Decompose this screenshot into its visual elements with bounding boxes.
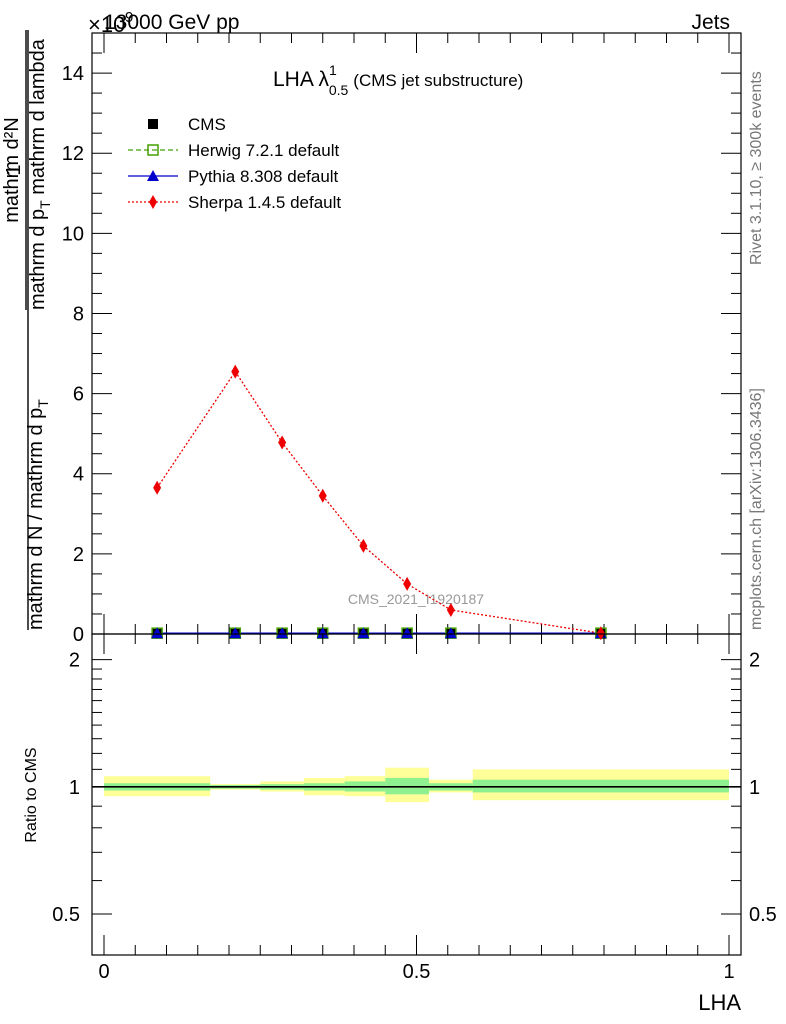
energy-label: 13000 GeV pp — [104, 11, 239, 34]
watermark: CMS_2021_I1920187 — [348, 591, 484, 607]
ratio-xticks: 0 0.5 1 — [98, 634, 735, 983]
ratio-ytick-label-right: 2 — [749, 650, 760, 672]
ratio-ytick-label: 1 — [69, 777, 80, 799]
ratio-ytick-label-right: 0.5 — [749, 904, 777, 926]
main-xticks — [103, 33, 730, 634]
point-pythia — [151, 627, 164, 639]
point-sherpa — [278, 435, 287, 450]
ratio-bands — [104, 767, 729, 803]
ratio-ylabel: Ratio to CMS — [23, 747, 40, 842]
legend-marker — [149, 195, 157, 209]
main-yticks: 0 2 4 6 8 10 12 14 — [62, 52, 741, 646]
ylabel-prefix-num: 1 — [3, 164, 25, 175]
exponent-power: -9 — [120, 9, 133, 26]
main-ytick-label: 14 — [62, 63, 84, 85]
ratio-xtick-label: 1 — [723, 961, 734, 983]
main-ytick-label: 12 — [62, 143, 84, 165]
mcplots-label: mcplots.cern.ch [arXiv:1306.3436] — [748, 388, 765, 630]
series-line-sherpa — [156, 370, 601, 634]
chart-title: LHA λ1 0.5 (CMS jet substructure) — [273, 62, 523, 98]
ratio-ytick-label: 0.5 — [52, 904, 80, 926]
ratio-xtick-label: 0.5 — [403, 961, 431, 983]
main-ytick-label: 2 — [73, 544, 84, 566]
point-sherpa — [596, 626, 605, 641]
legend: CMS Herwig 7.2.1 default Pythia 8.308 defa… — [128, 115, 341, 212]
main-ytick-label: 4 — [73, 464, 84, 486]
ratio-yticks: 0.5 0.5 1 1 2 2 — [52, 650, 777, 926]
rivet-label: Rivet 3.1.10, ≥ 300k events — [748, 71, 765, 265]
ratio-xtick-label: 0 — [98, 961, 109, 983]
point-sherpa — [446, 602, 455, 617]
point-sherpa — [231, 364, 240, 379]
point-sherpa — [403, 576, 412, 591]
point-pythia — [401, 627, 414, 639]
legend-marker — [147, 144, 159, 156]
main-ytick-label: 6 — [73, 384, 84, 406]
ratio-band-stat — [472, 779, 729, 793]
point-sherpa — [318, 488, 327, 503]
ylabel-den: mathrm d pT mathrm d lambda — [27, 38, 53, 310]
jets-label: Jets — [691, 11, 730, 34]
legend-label: Herwig 7.2.1 default — [188, 141, 339, 160]
point-sherpa — [359, 538, 368, 553]
main-ylabel: 1 mathrm d N / mathrm d pT — [3, 30, 51, 630]
point-sherpa — [153, 480, 162, 495]
point-pythia — [229, 627, 242, 639]
main-ytick-label: 10 — [62, 223, 84, 245]
point-pythia — [316, 627, 329, 639]
legend-label: Pythia 8.308 default — [188, 167, 339, 186]
legend-marker — [148, 119, 158, 129]
legend-label: CMS — [188, 115, 226, 134]
point-pythia — [276, 627, 289, 639]
main-ytick-label: 0 — [73, 624, 84, 646]
legend-label: Sherpa 1.4.5 default — [188, 193, 341, 212]
ylabel-prefix-den: mathrm d N / mathrm d pT — [25, 399, 51, 630]
point-pythia — [357, 627, 370, 639]
ratio-ytick-label-right: 1 — [749, 777, 760, 799]
main-ylabel-fraction: mathrm d²N mathrm d pT mathrm d lambda — [1, 30, 53, 310]
legend-marker — [147, 170, 159, 181]
x-axis-label: LHA — [698, 990, 741, 1015]
ratio-ytick-label: 2 — [69, 650, 80, 672]
ylabel-num: mathrm d²N — [1, 117, 23, 223]
main-ytick-label: 8 — [73, 303, 84, 325]
